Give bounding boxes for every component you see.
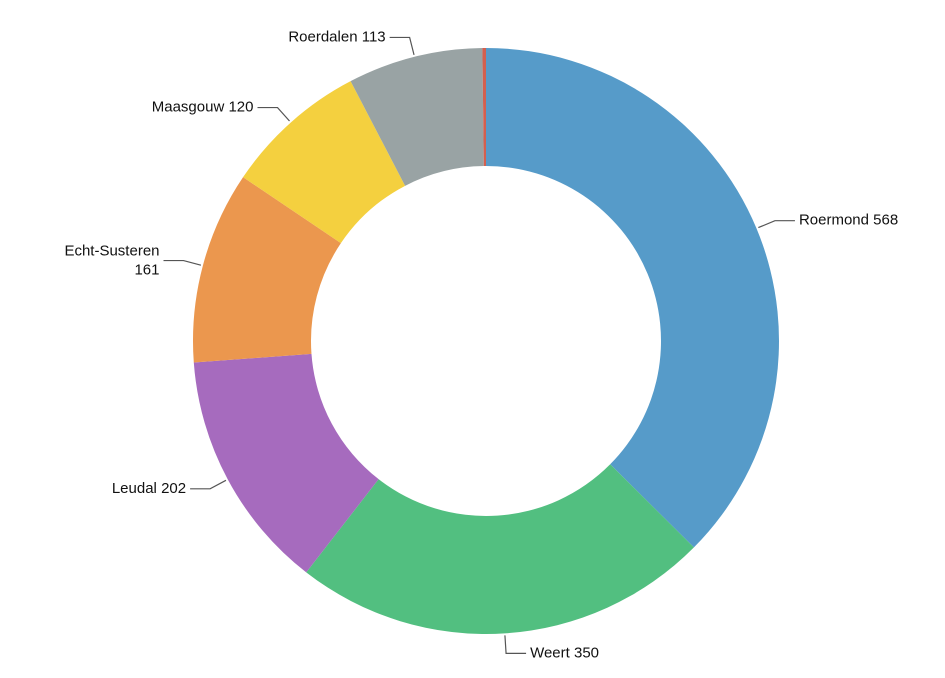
leader-line <box>163 259 202 266</box>
slice-label: Roermond 568 <box>799 212 898 229</box>
label-name: Weert <box>530 644 571 661</box>
label-name: Maasgouw <box>152 99 225 116</box>
slice <box>350 48 484 186</box>
label-value: 161 <box>134 262 159 279</box>
slice-label: Echt-Susteren 161 <box>64 243 159 279</box>
label-value: 113 <box>362 28 386 45</box>
slice-label: Roerdalen 113 <box>288 28 385 45</box>
leader-line <box>190 479 227 490</box>
label-value: 120 <box>228 99 253 116</box>
slice-label: Leudal 202 <box>112 480 186 497</box>
leader-line <box>758 220 795 229</box>
label-value: 202 <box>161 480 186 497</box>
label-name: Roerdalen <box>288 28 357 45</box>
leader-line <box>389 36 415 56</box>
label-name: Roermond <box>799 212 869 229</box>
label-value: 568 <box>873 212 898 229</box>
leader-line <box>257 106 290 122</box>
label-value: 350 <box>574 644 599 661</box>
slice <box>486 48 779 548</box>
slice <box>243 81 406 244</box>
label-name: Echt-Susteren <box>64 243 159 260</box>
leader-line <box>504 635 527 654</box>
slice-label: Maasgouw 120 <box>152 99 254 116</box>
slice <box>193 177 341 363</box>
label-name: Leudal <box>112 480 157 497</box>
slice <box>306 464 694 634</box>
slice <box>482 48 486 167</box>
slice-label: Weert 350 <box>530 644 599 661</box>
slice <box>193 353 379 573</box>
